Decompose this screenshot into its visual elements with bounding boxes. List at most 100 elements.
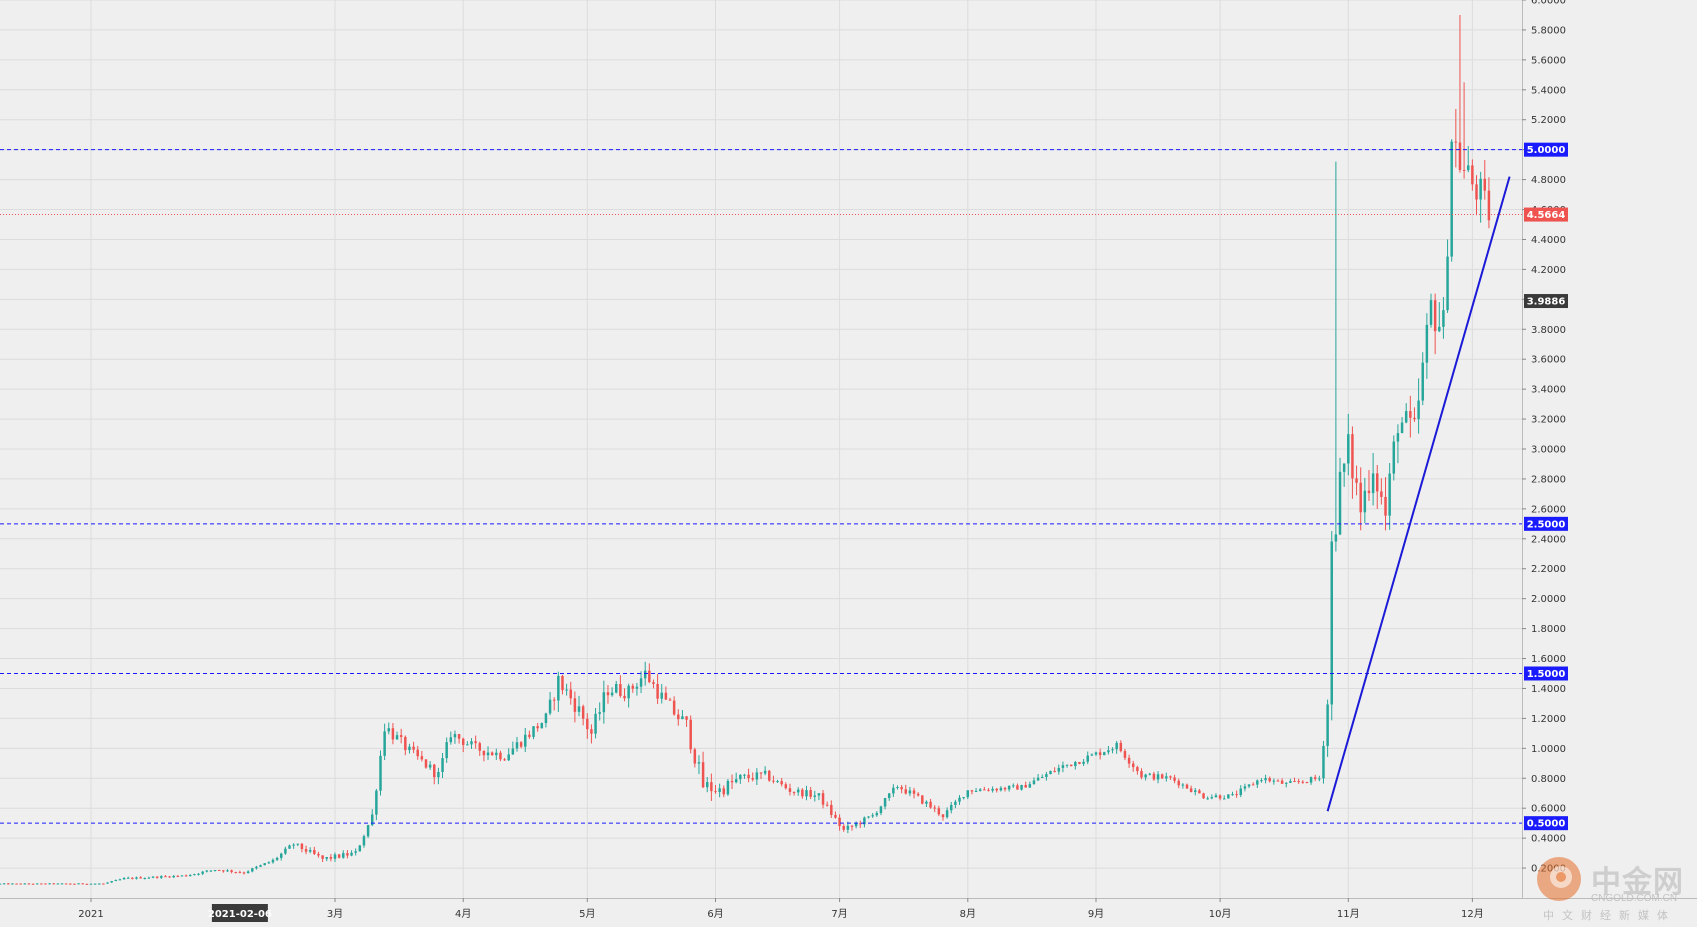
x-tick-label: 3月 — [327, 908, 343, 920]
candle — [1086, 751, 1089, 765]
candle-body — [23, 883, 27, 885]
candle-body — [1185, 784, 1189, 789]
x-tick-label: 6月 — [707, 908, 723, 920]
candle — [805, 785, 808, 801]
candle-body — [784, 784, 788, 789]
candle — [1016, 783, 1019, 790]
candle-body — [275, 857, 279, 860]
candle-body — [1198, 790, 1201, 794]
candle-body — [643, 670, 647, 679]
candle-body — [81, 883, 84, 885]
candle — [945, 807, 949, 819]
candle-body — [358, 845, 362, 852]
candle — [197, 873, 200, 876]
candle — [246, 870, 250, 874]
candle — [825, 801, 829, 807]
candle — [453, 730, 457, 744]
candle — [937, 805, 941, 817]
candle-body — [590, 729, 593, 734]
candle-body — [1032, 780, 1036, 785]
candle-body — [978, 789, 982, 791]
candle-body — [180, 875, 184, 877]
candle-body — [164, 876, 167, 878]
candle — [925, 800, 928, 807]
candle — [193, 873, 196, 876]
candle-body — [619, 684, 622, 696]
candle — [337, 853, 341, 859]
candle-body — [987, 789, 990, 791]
candle — [1371, 452, 1375, 506]
candle — [395, 731, 399, 740]
candle-body — [813, 795, 817, 797]
candle-body — [342, 853, 345, 858]
y-tick-label: 1.6000 — [1531, 654, 1566, 665]
candle-body — [1057, 767, 1061, 772]
candle-body — [15, 883, 18, 885]
candle — [1028, 781, 1032, 788]
candle-body — [825, 804, 829, 806]
candle-body — [519, 742, 523, 747]
candle-body — [317, 853, 320, 856]
candle — [859, 820, 862, 829]
candle — [35, 883, 39, 885]
candle-body — [1111, 749, 1114, 751]
candle-body — [1264, 778, 1267, 781]
candle-body — [995, 788, 998, 791]
candle-body — [581, 706, 585, 719]
candle-body — [1049, 771, 1052, 775]
candle-body — [461, 738, 465, 745]
candle — [565, 683, 568, 696]
candle-body — [739, 774, 742, 780]
level-price-tag — [1524, 142, 1568, 157]
candle — [404, 735, 407, 756]
candle-body — [11, 883, 14, 885]
candle-body — [672, 700, 676, 715]
candle-body — [892, 787, 895, 794]
candle — [838, 814, 841, 831]
candle — [1338, 457, 1342, 536]
candle-body — [838, 817, 841, 827]
candle — [106, 882, 109, 884]
candle — [561, 674, 564, 695]
y-tick-label: 3.8000 — [1531, 325, 1566, 336]
candle — [1239, 785, 1243, 798]
candle — [93, 883, 97, 885]
candle-body — [801, 789, 804, 797]
candle-body — [337, 854, 341, 858]
candle-body — [1330, 541, 1333, 705]
candle-body — [399, 735, 403, 737]
candle-body — [1247, 784, 1251, 787]
candle — [1487, 177, 1491, 229]
candle — [867, 816, 870, 819]
candle-body — [1380, 491, 1383, 497]
y-tick-label: 5.2000 — [1531, 115, 1566, 126]
candle-body — [1309, 777, 1313, 783]
candle — [887, 792, 891, 801]
candle — [98, 883, 101, 885]
candle-body — [871, 815, 874, 817]
candle-body — [1483, 178, 1487, 191]
candle-body — [1016, 785, 1019, 790]
candle-body — [366, 825, 370, 837]
candle-body — [362, 836, 366, 846]
candle — [366, 824, 370, 838]
candle — [1276, 779, 1280, 782]
candle — [1189, 785, 1193, 793]
candle — [519, 741, 523, 749]
candle-body — [1376, 473, 1379, 492]
candle — [118, 878, 122, 881]
candle — [677, 709, 680, 726]
candle-body — [1326, 704, 1329, 746]
candle-body — [1020, 785, 1023, 790]
candle — [85, 883, 89, 885]
candle-body — [126, 877, 130, 879]
candle-body — [387, 728, 391, 732]
candle — [1131, 760, 1135, 772]
candle-body — [420, 756, 424, 760]
candle — [1082, 759, 1085, 766]
candle — [1040, 774, 1044, 778]
candle-body — [1165, 776, 1168, 779]
candle-body — [668, 699, 672, 701]
candle — [1264, 774, 1267, 784]
